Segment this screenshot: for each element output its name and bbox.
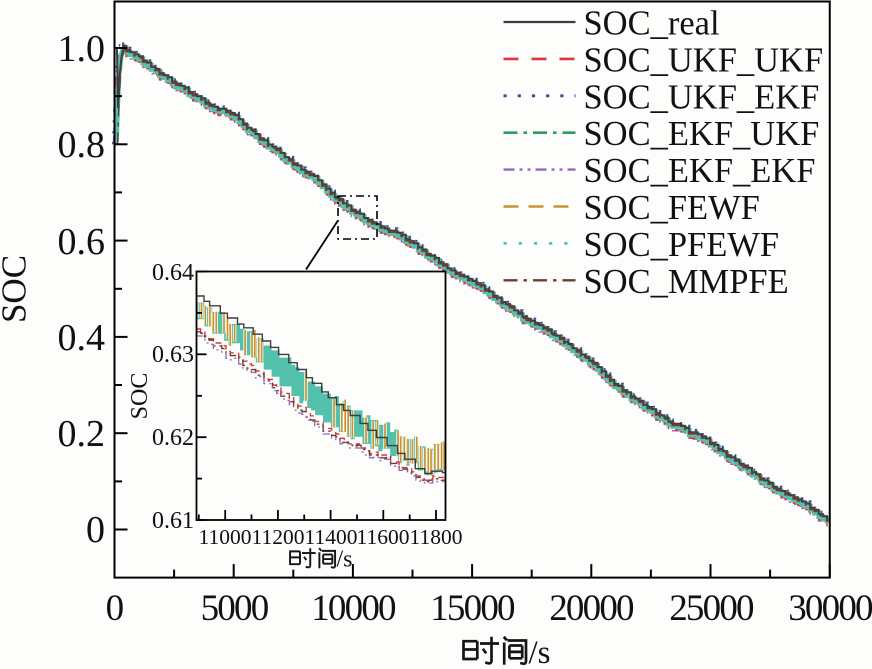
svg-text:/s: /s — [529, 635, 551, 669]
svg-text:SOC: SOC — [127, 373, 153, 420]
svg-text:SOC_MMPFE: SOC_MMPFE — [584, 263, 789, 301]
svg-text:11400: 11400 — [305, 525, 358, 549]
svg-text:11200: 11200 — [252, 525, 305, 549]
svg-text:0.8: 0.8 — [58, 124, 106, 166]
svg-text:11800: 11800 — [410, 525, 463, 549]
svg-text:SOC_PFEWF: SOC_PFEWF — [584, 226, 780, 264]
svg-text:/s: /s — [337, 547, 353, 573]
svg-text:0: 0 — [106, 588, 124, 629]
svg-text:11600: 11600 — [357, 525, 410, 549]
svg-text:SOC_UKF_UKF: SOC_UKF_UKF — [584, 41, 824, 79]
svg-text:SOC_FEWF: SOC_FEWF — [584, 189, 760, 227]
svg-text:5000: 5000 — [201, 588, 269, 629]
svg-text:20000: 20000 — [549, 588, 634, 629]
svg-text:30000: 30000 — [788, 588, 872, 629]
svg-text:0.2: 0.2 — [58, 413, 106, 455]
svg-text:0.61: 0.61 — [152, 508, 194, 534]
svg-text:0.64: 0.64 — [152, 260, 194, 286]
svg-text:SOC_EKF_UKF: SOC_EKF_UKF — [584, 115, 820, 153]
svg-text:SOC_real: SOC_real — [584, 5, 720, 43]
svg-text:0.6: 0.6 — [58, 221, 106, 263]
svg-text:15000: 15000 — [430, 588, 515, 629]
svg-text:10000: 10000 — [311, 588, 396, 629]
svg-text:0.62: 0.62 — [152, 425, 194, 451]
svg-text:0.4: 0.4 — [58, 317, 106, 359]
svg-text:SOC_UKF_EKF: SOC_UKF_EKF — [584, 78, 820, 116]
svg-text:SOC: SOC — [0, 255, 34, 323]
svg-text:SOC_EKF_EKF: SOC_EKF_EKF — [584, 152, 816, 190]
svg-text:1.0: 1.0 — [58, 28, 106, 70]
svg-text:25000: 25000 — [669, 588, 754, 629]
svg-text:0.63: 0.63 — [152, 342, 194, 368]
svg-text:11000: 11000 — [199, 525, 252, 549]
svg-text:0: 0 — [86, 509, 105, 551]
